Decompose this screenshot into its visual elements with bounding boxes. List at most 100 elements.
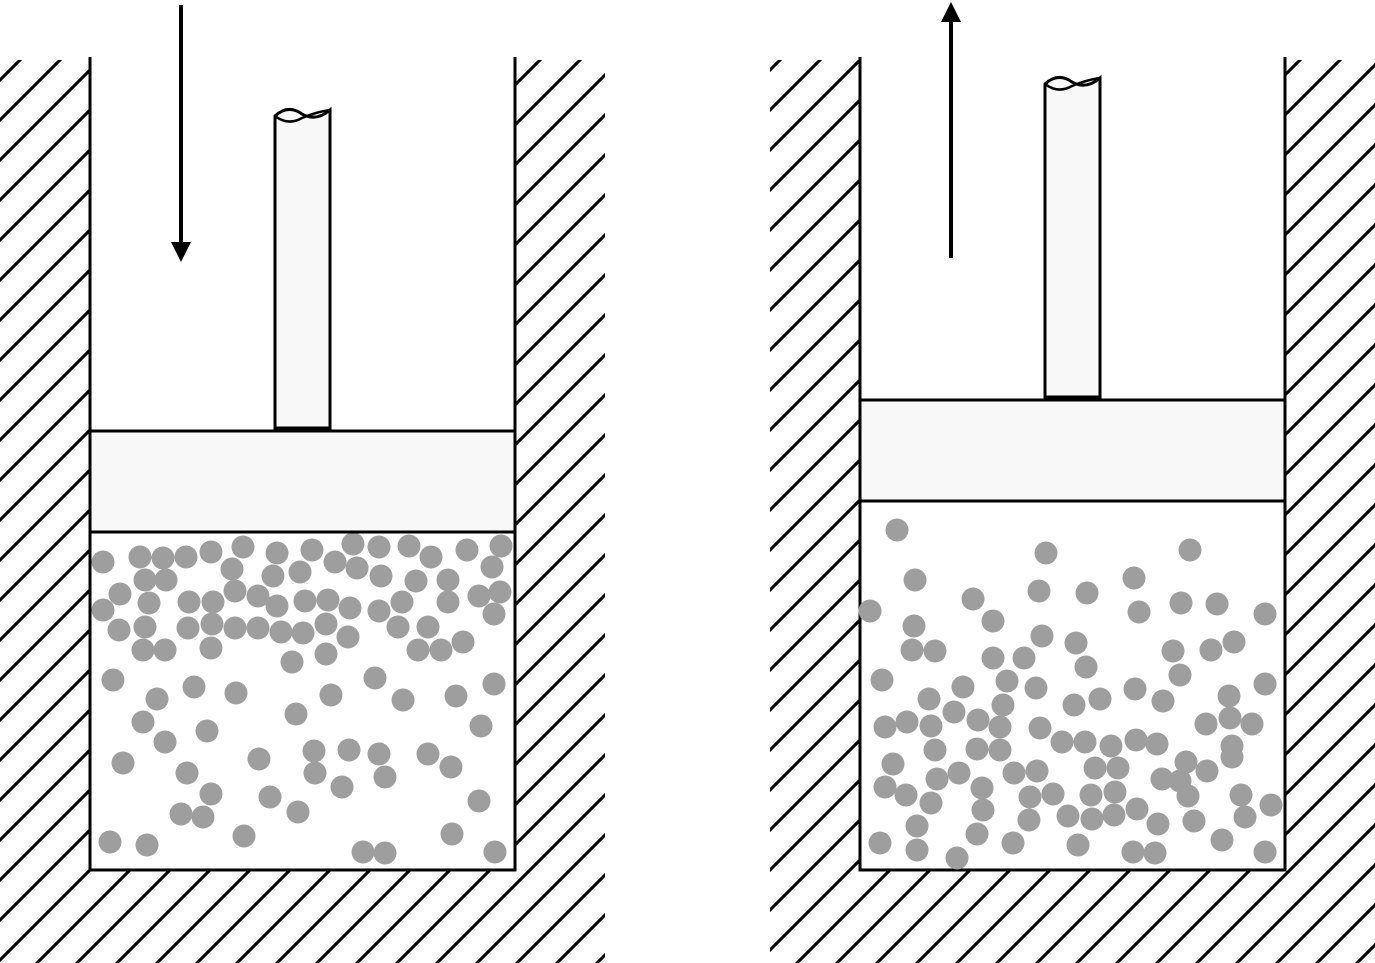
gas-particle [965, 737, 989, 761]
piston-head [88, 429, 517, 534]
gas-particle [1062, 693, 1086, 717]
gas-particle [894, 783, 918, 807]
panel-compression [0, 5, 605, 963]
gas-particle [300, 538, 324, 562]
gas-particle [154, 568, 178, 592]
gas-particle [1145, 732, 1169, 756]
gas-particle [1073, 730, 1097, 754]
gas-particle [1075, 581, 1099, 605]
gas-particle [367, 535, 391, 559]
gas-particle [1050, 730, 1074, 754]
gas-particle [858, 599, 882, 623]
gas-particle [905, 838, 929, 862]
gas-particle [947, 761, 971, 785]
gas-particle [895, 710, 919, 734]
gas-particle [1125, 797, 1149, 821]
gas-particle [961, 587, 985, 611]
gas-particle [1025, 759, 1049, 783]
gas-particle [444, 684, 468, 708]
gas-particle [391, 688, 415, 712]
gas-particle [191, 805, 215, 829]
hatched-wall-left [0, 60, 605, 963]
gas-particle [1222, 630, 1246, 654]
gas-particle [199, 540, 223, 564]
gas-particle [1122, 566, 1146, 590]
gas-particle [199, 782, 223, 806]
gas-particle [133, 615, 157, 639]
gas-particle [981, 646, 1005, 670]
gas-particle [480, 555, 504, 579]
gas-particle [284, 702, 308, 726]
gas-particle [293, 589, 317, 613]
gas-particle [1017, 808, 1041, 832]
gas-particle [1034, 541, 1058, 565]
gas-particle [981, 609, 1005, 633]
gas-particle [1194, 712, 1218, 736]
gas-particle [314, 612, 338, 636]
gas-particle [1027, 579, 1051, 603]
gas-particle [369, 564, 393, 588]
gas-particle [302, 739, 326, 763]
gas-particle [91, 598, 115, 622]
gas-particle [917, 687, 941, 711]
gas-particle [174, 545, 198, 569]
gas-particle [1124, 728, 1148, 752]
gas-particles-right [858, 518, 1283, 870]
panel-expansion [770, 2, 1375, 963]
gas-particle [1150, 767, 1174, 791]
gas-particle [440, 822, 464, 846]
gas-particle [367, 599, 391, 623]
gas-particle [1210, 828, 1234, 852]
gas-particle [175, 761, 199, 785]
gas-particles [91, 532, 513, 865]
gas-particle [923, 639, 947, 663]
hatched-wall-right [770, 60, 1375, 963]
gas-particle [135, 833, 159, 857]
gas-particle [965, 822, 989, 846]
gas-particle [482, 602, 506, 626]
gas-particle [971, 798, 995, 822]
gas-particle [419, 545, 443, 569]
piston-head-right [858, 398, 1287, 503]
gas-particle [925, 767, 949, 791]
gas-particle [345, 556, 369, 580]
gas-particle [390, 590, 414, 614]
gas-particle [291, 621, 315, 645]
gas-particle [919, 791, 943, 815]
gas-particle [467, 584, 491, 608]
gas-particle [416, 742, 440, 766]
gas-particle [337, 738, 361, 762]
gas-particle [1103, 780, 1127, 804]
gas-particle [341, 532, 365, 556]
gas-particle [902, 614, 926, 638]
gas-particle [951, 675, 975, 699]
gas-particle [200, 612, 224, 636]
gas-particle [429, 638, 453, 662]
gas-particle [373, 765, 397, 789]
gas-particle [151, 546, 175, 570]
gas-particle [1121, 840, 1145, 864]
gas-particle [199, 636, 223, 660]
gas-particle [111, 751, 135, 775]
gas-particle [319, 683, 343, 707]
gas-particle [885, 518, 909, 542]
gas-particle [1079, 783, 1103, 807]
gas-particle [1199, 638, 1223, 662]
gas-particle [404, 569, 428, 593]
gas-particle [246, 616, 270, 640]
gas-particle [488, 580, 512, 604]
gas-particle [1161, 639, 1185, 663]
gas-particle [1217, 684, 1241, 708]
gas-particle [258, 785, 282, 809]
gas-particle [1151, 689, 1175, 713]
gas-particle [246, 584, 270, 608]
gas-particle [1178, 538, 1202, 562]
gas-particle [905, 814, 929, 838]
gas-particle [351, 840, 375, 864]
gas-particle [1233, 805, 1257, 829]
gas-particle [1168, 663, 1192, 687]
gas-particle [942, 700, 966, 724]
gas-particle [1229, 783, 1253, 807]
gas-particle [923, 738, 947, 762]
